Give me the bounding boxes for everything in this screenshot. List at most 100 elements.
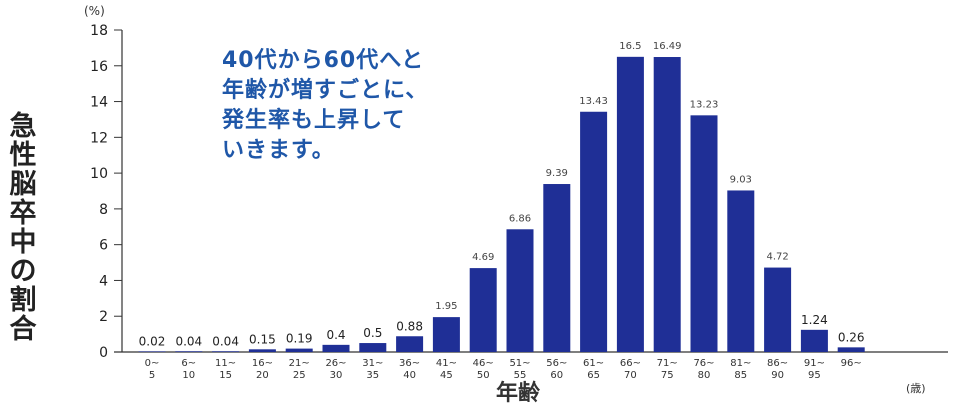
x-tick-label: 16~	[252, 358, 273, 369]
bar-value-label: 0.02	[139, 334, 166, 348]
bar	[580, 111, 608, 352]
bar	[248, 349, 276, 352]
x-tick-label: 75	[661, 370, 674, 381]
x-tick-label: 10	[182, 370, 195, 381]
x-tick-label: 70	[624, 370, 637, 381]
x-tick-label: 40	[403, 370, 416, 381]
bar	[764, 267, 792, 352]
x-axis-label: 年齢	[495, 381, 540, 406]
x-tick-label: 55	[514, 370, 527, 381]
annotation-line-4: いきます。	[222, 138, 335, 163]
y-tick-label: 14	[90, 95, 108, 111]
bar	[506, 229, 534, 352]
x-tick-label: 20	[256, 370, 269, 381]
bar-value-label: 0.4	[326, 328, 345, 342]
x-tick-label: 86~	[767, 358, 788, 369]
bar	[432, 317, 460, 352]
y-axis-label-char: の	[9, 256, 37, 287]
y-axis-label-char: 急	[9, 111, 37, 142]
y-axis-label-char: 合	[9, 314, 37, 345]
bar-value-label: 16.5	[619, 41, 641, 52]
x-tick-label: 30	[330, 370, 343, 381]
x-axis-unit: (歳)	[906, 382, 926, 395]
y-tick-label: 10	[90, 166, 108, 182]
bar-value-label: 0.19	[286, 332, 313, 346]
chart-annotation: 40代から60代へと 年齢が増すごとに、 発生率も上昇して いきます。	[222, 46, 428, 166]
y-tick-label: 8	[99, 202, 108, 218]
bar	[727, 190, 755, 352]
bar-value-label: 0.04	[175, 334, 202, 348]
x-tick-label: 5	[149, 370, 155, 381]
x-tick-label: 11~	[215, 358, 236, 369]
bar	[800, 329, 828, 352]
x-tick-label: 61~	[583, 358, 604, 369]
y-axis-label: 急性脳卒中の割合	[6, 112, 40, 344]
annotation-line-1: 40代から60代へと	[222, 48, 425, 73]
bar-value-label: 0.04	[212, 334, 239, 348]
bar	[690, 115, 718, 352]
y-axis-label-char: 性	[9, 140, 37, 171]
y-tick-label: 6	[99, 238, 108, 254]
y-axis-unit: (%)	[84, 4, 105, 18]
bar	[175, 351, 203, 352]
bar-value-label: 1.24	[801, 313, 828, 327]
y-axis-label-char: 中	[9, 227, 37, 258]
bar-value-label: 9.03	[730, 174, 752, 185]
bar-value-label: 13.23	[690, 99, 719, 110]
x-tick-label: 35	[366, 370, 379, 381]
x-tick-label: 96~	[841, 358, 862, 369]
bar-value-label: 0.15	[249, 332, 276, 346]
y-axis-label-char: 脳	[9, 169, 37, 200]
x-tick-label: 46~	[473, 358, 494, 369]
x-tick-label: 6~	[181, 358, 196, 369]
x-tick-label: 76~	[693, 358, 714, 369]
bar	[543, 184, 571, 352]
bar	[359, 343, 387, 352]
y-tick-label: 0	[99, 345, 108, 361]
x-tick-label: 81~	[730, 358, 751, 369]
x-tick-label: 91~	[804, 358, 825, 369]
bar	[322, 344, 350, 352]
y-tick-label: 4	[99, 273, 108, 289]
x-tick-label: 60	[550, 370, 563, 381]
x-tick-label: 31~	[362, 358, 383, 369]
bar-value-label: 16.49	[653, 41, 682, 52]
bar-value-label: 13.43	[579, 96, 608, 107]
x-tick-label: 0~	[145, 358, 160, 369]
bar-value-label: 4.69	[472, 252, 494, 263]
y-tick-label: 18	[90, 23, 108, 39]
bar	[138, 351, 166, 352]
y-tick-label: 12	[90, 130, 108, 146]
x-tick-label: 95	[808, 370, 821, 381]
x-tick-label: 90	[771, 370, 784, 381]
bar-value-label: 0.88	[396, 319, 423, 333]
x-tick-label: 71~	[657, 358, 678, 369]
x-tick-label: 80	[698, 370, 711, 381]
x-tick-label: 21~	[289, 358, 310, 369]
bar	[616, 56, 644, 352]
y-axis-label-char: 割	[9, 285, 37, 316]
y-tick-label: 2	[99, 309, 108, 325]
bar-value-label: 9.39	[546, 168, 568, 179]
bar-value-label: 4.72	[766, 252, 788, 263]
x-tick-label: 26~	[325, 358, 346, 369]
x-tick-label: 15	[219, 370, 232, 381]
x-tick-label: 41~	[436, 358, 457, 369]
x-tick-label: 51~	[509, 358, 530, 369]
annotation-line-3: 発生率も上昇して	[222, 108, 406, 133]
bar-value-label: 1.95	[435, 301, 457, 312]
x-tick-label: 65	[587, 370, 600, 381]
bar	[212, 351, 240, 352]
x-tick-label: 36~	[399, 358, 420, 369]
bar	[469, 268, 497, 352]
bar-value-label: 0.5	[363, 326, 382, 340]
bar	[653, 57, 681, 353]
x-tick-label: 85	[734, 370, 747, 381]
x-tick-label: 66~	[620, 358, 641, 369]
annotation-line-2: 年齢が増すごとに、	[222, 78, 429, 103]
x-tick-label: 56~	[546, 358, 567, 369]
bar-value-label: 0.26	[838, 330, 865, 344]
bar-value-label: 6.86	[509, 213, 531, 224]
bar	[285, 348, 313, 352]
bar	[837, 347, 865, 352]
